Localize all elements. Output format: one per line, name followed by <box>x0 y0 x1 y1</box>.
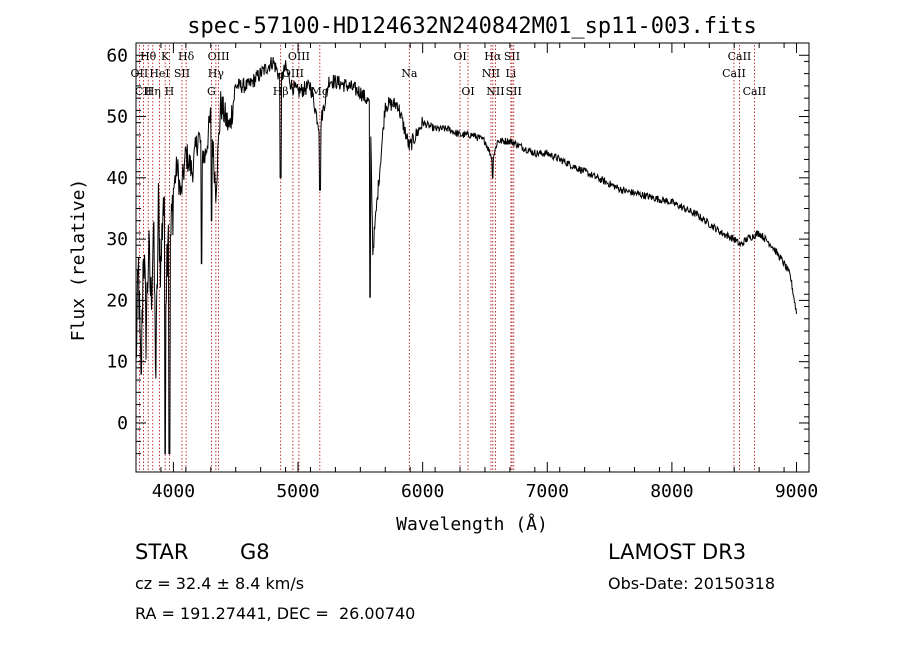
x-tick-label: 5000 <box>276 481 319 502</box>
spectral-line-label: NII <box>486 85 504 98</box>
coordinates: RA = 191.27441, DEC = 26.00740 <box>135 604 416 623</box>
spectral-line-label: HeI <box>149 67 169 80</box>
spectral-line-label: OI <box>453 50 466 63</box>
x-tick-label: 9000 <box>775 481 818 502</box>
spectral-line-label: Li <box>505 67 516 80</box>
spectral-line-label: SII <box>506 85 522 98</box>
redshift-info: cz = 32.4 ± 8.4 km/s <box>135 574 305 593</box>
flux-series <box>135 57 797 455</box>
spectral-line-label: G <box>207 85 216 98</box>
x-tick-label: 4000 <box>152 481 195 502</box>
chart-title: spec-57100-HD124632N240842M01_sp11-003.f… <box>187 14 757 39</box>
y-tick-label: 40 <box>106 168 128 189</box>
spectral-line-label: H <box>165 85 175 98</box>
object-class: STAR <box>135 540 189 564</box>
spectral-line-label: SII <box>504 50 520 63</box>
plot-border <box>135 42 810 473</box>
spectral-line-label: Hβ <box>273 85 289 98</box>
y-tick-label: 60 <box>106 45 128 66</box>
spectral-line-label: Hδ <box>178 50 195 63</box>
spectral-line-label: SII <box>174 67 190 80</box>
x-axis-label: Wavelength (Å) <box>396 513 548 535</box>
spectral-line-label: OI <box>461 85 474 98</box>
y-tick-label: 30 <box>106 229 128 250</box>
spectral-line-label: OIII <box>208 50 230 63</box>
spectral-line-label: CII <box>135 85 152 98</box>
y-axis-ticks: 0 10 20 30 40 50 60 <box>106 45 809 455</box>
x-axis-ticks: 4000 5000 6000 7000 8000 9000 <box>135 43 818 502</box>
x-tick-label: 8000 <box>650 481 693 502</box>
spectral-line-label: Hθ <box>140 50 157 63</box>
x-tick-label: 6000 <box>401 481 444 502</box>
spectral-line-label: CaII <box>743 85 767 98</box>
y-tick-label: 0 <box>117 413 128 434</box>
spectral-line-label: Hη <box>145 85 161 98</box>
y-tick-label: 20 <box>106 290 128 311</box>
spectral-line-label: CaII <box>728 50 752 63</box>
spectral-line-label: NII <box>482 67 500 80</box>
survey-name: LAMOST DR3 <box>608 540 747 564</box>
spectral-line-label: Hα <box>484 50 502 63</box>
x-tick-label: 7000 <box>526 481 569 502</box>
spectral-line-label: OIII <box>288 50 310 63</box>
spectral-line-label: Hγ <box>208 67 225 80</box>
spectral-line-label: K <box>161 50 170 63</box>
plot-frame <box>135 42 810 473</box>
y-tick-label: 10 <box>106 352 128 373</box>
object-subclass: G8 <box>240 540 270 564</box>
spectral-line-label: CaII <box>722 67 746 80</box>
spectral-line-label: Na <box>401 67 418 80</box>
observation-date: Obs-Date: 20150318 <box>608 574 776 593</box>
y-axis-label: Flux (relative) <box>68 179 89 342</box>
spectral-line-label: Mg <box>311 85 329 98</box>
flux-line <box>135 57 797 455</box>
y-tick-label: 50 <box>106 107 128 128</box>
